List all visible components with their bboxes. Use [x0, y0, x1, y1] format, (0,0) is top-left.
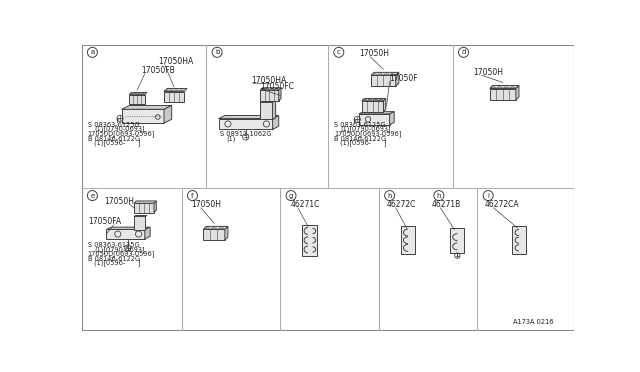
Polygon shape	[219, 115, 279, 119]
Text: c: c	[337, 49, 340, 55]
Polygon shape	[359, 114, 390, 125]
Text: h: h	[387, 193, 392, 199]
Bar	[302, 225, 317, 256]
Polygon shape	[106, 227, 150, 230]
Text: 17050H: 17050H	[191, 201, 221, 209]
Text: B 08146-6122G: B 08146-6122G	[88, 136, 140, 142]
Polygon shape	[359, 112, 394, 114]
Text: 17050FB: 17050FB	[141, 67, 175, 76]
Text: 46272CA: 46272CA	[485, 201, 520, 209]
Text: (1)[0596-      ]: (1)[0596- ]	[340, 140, 387, 146]
Bar	[451, 228, 464, 253]
Text: 17050F: 17050F	[390, 74, 418, 83]
Text: (1)[0790-0693]: (1)[0790-0693]	[94, 126, 145, 132]
Text: (1)[0790-0693]: (1)[0790-0693]	[94, 246, 145, 253]
Polygon shape	[134, 201, 156, 203]
Polygon shape	[490, 89, 516, 100]
Text: 46271C: 46271C	[291, 201, 321, 209]
Text: 17050H: 17050H	[473, 68, 503, 77]
Text: S 08363-6125G: S 08363-6125G	[334, 122, 386, 128]
Text: 17050FA: 17050FA	[88, 217, 121, 226]
Polygon shape	[145, 227, 150, 239]
Polygon shape	[260, 101, 276, 102]
Polygon shape	[371, 76, 396, 86]
Text: 17050D[0693-0596]: 17050D[0693-0596]	[334, 130, 401, 137]
Polygon shape	[516, 86, 519, 100]
Text: d: d	[461, 49, 466, 55]
Polygon shape	[204, 230, 225, 240]
Polygon shape	[129, 92, 147, 95]
Text: B 08146-6122G: B 08146-6122G	[88, 256, 140, 262]
Polygon shape	[122, 109, 164, 123]
Polygon shape	[204, 226, 228, 230]
Text: (1)[0790-0693]: (1)[0790-0693]	[340, 126, 391, 132]
Text: b: b	[215, 49, 220, 55]
Polygon shape	[260, 90, 279, 101]
Polygon shape	[273, 101, 276, 119]
Text: (1)[0596-      ]: (1)[0596- ]	[94, 140, 141, 146]
Text: f: f	[191, 193, 194, 199]
Polygon shape	[260, 88, 281, 90]
Text: 17050H: 17050H	[359, 49, 388, 58]
Text: a: a	[90, 49, 95, 55]
Polygon shape	[122, 106, 172, 109]
Polygon shape	[164, 92, 184, 102]
Text: 46271B: 46271B	[431, 201, 460, 209]
Text: 17050FC: 17050FC	[260, 82, 294, 91]
Text: g: g	[289, 193, 293, 199]
Text: h: h	[436, 193, 441, 199]
Polygon shape	[134, 217, 145, 230]
Text: S 08363-6125G: S 08363-6125G	[88, 242, 140, 248]
Text: 17050H: 17050H	[105, 197, 134, 206]
Polygon shape	[225, 226, 228, 240]
Text: B 08146-6122G: B 08146-6122G	[334, 136, 387, 142]
Polygon shape	[383, 99, 386, 112]
Polygon shape	[106, 230, 145, 239]
Polygon shape	[129, 95, 145, 104]
Text: A173A 0216: A173A 0216	[513, 319, 554, 325]
Polygon shape	[134, 203, 154, 212]
Text: e: e	[90, 193, 95, 199]
Polygon shape	[154, 201, 156, 212]
Polygon shape	[134, 216, 147, 217]
Text: 17050D[0693-0596]: 17050D[0693-0596]	[88, 130, 155, 137]
Polygon shape	[362, 101, 383, 112]
Text: 17050HA: 17050HA	[159, 57, 194, 66]
Bar	[401, 226, 415, 254]
Polygon shape	[164, 106, 172, 123]
Text: S 08911-1062G: S 08911-1062G	[220, 131, 272, 137]
Bar	[512, 226, 526, 254]
Text: (1): (1)	[227, 135, 236, 142]
Text: i: i	[487, 193, 489, 199]
Polygon shape	[219, 119, 273, 129]
Polygon shape	[260, 102, 273, 119]
Text: 17050D[0693-0596]: 17050D[0693-0596]	[88, 250, 155, 257]
Text: 17050HA: 17050HA	[251, 76, 286, 85]
Polygon shape	[390, 112, 394, 125]
Text: S 08363-6125G: S 08363-6125G	[88, 122, 140, 128]
Polygon shape	[273, 115, 279, 129]
Polygon shape	[279, 88, 281, 101]
Text: 46272C: 46272C	[387, 201, 416, 209]
Polygon shape	[396, 73, 399, 86]
Polygon shape	[371, 73, 399, 76]
Polygon shape	[164, 89, 187, 92]
Polygon shape	[490, 86, 519, 89]
Text: (1)[0596-      ]: (1)[0596- ]	[94, 260, 141, 266]
Polygon shape	[362, 99, 386, 101]
